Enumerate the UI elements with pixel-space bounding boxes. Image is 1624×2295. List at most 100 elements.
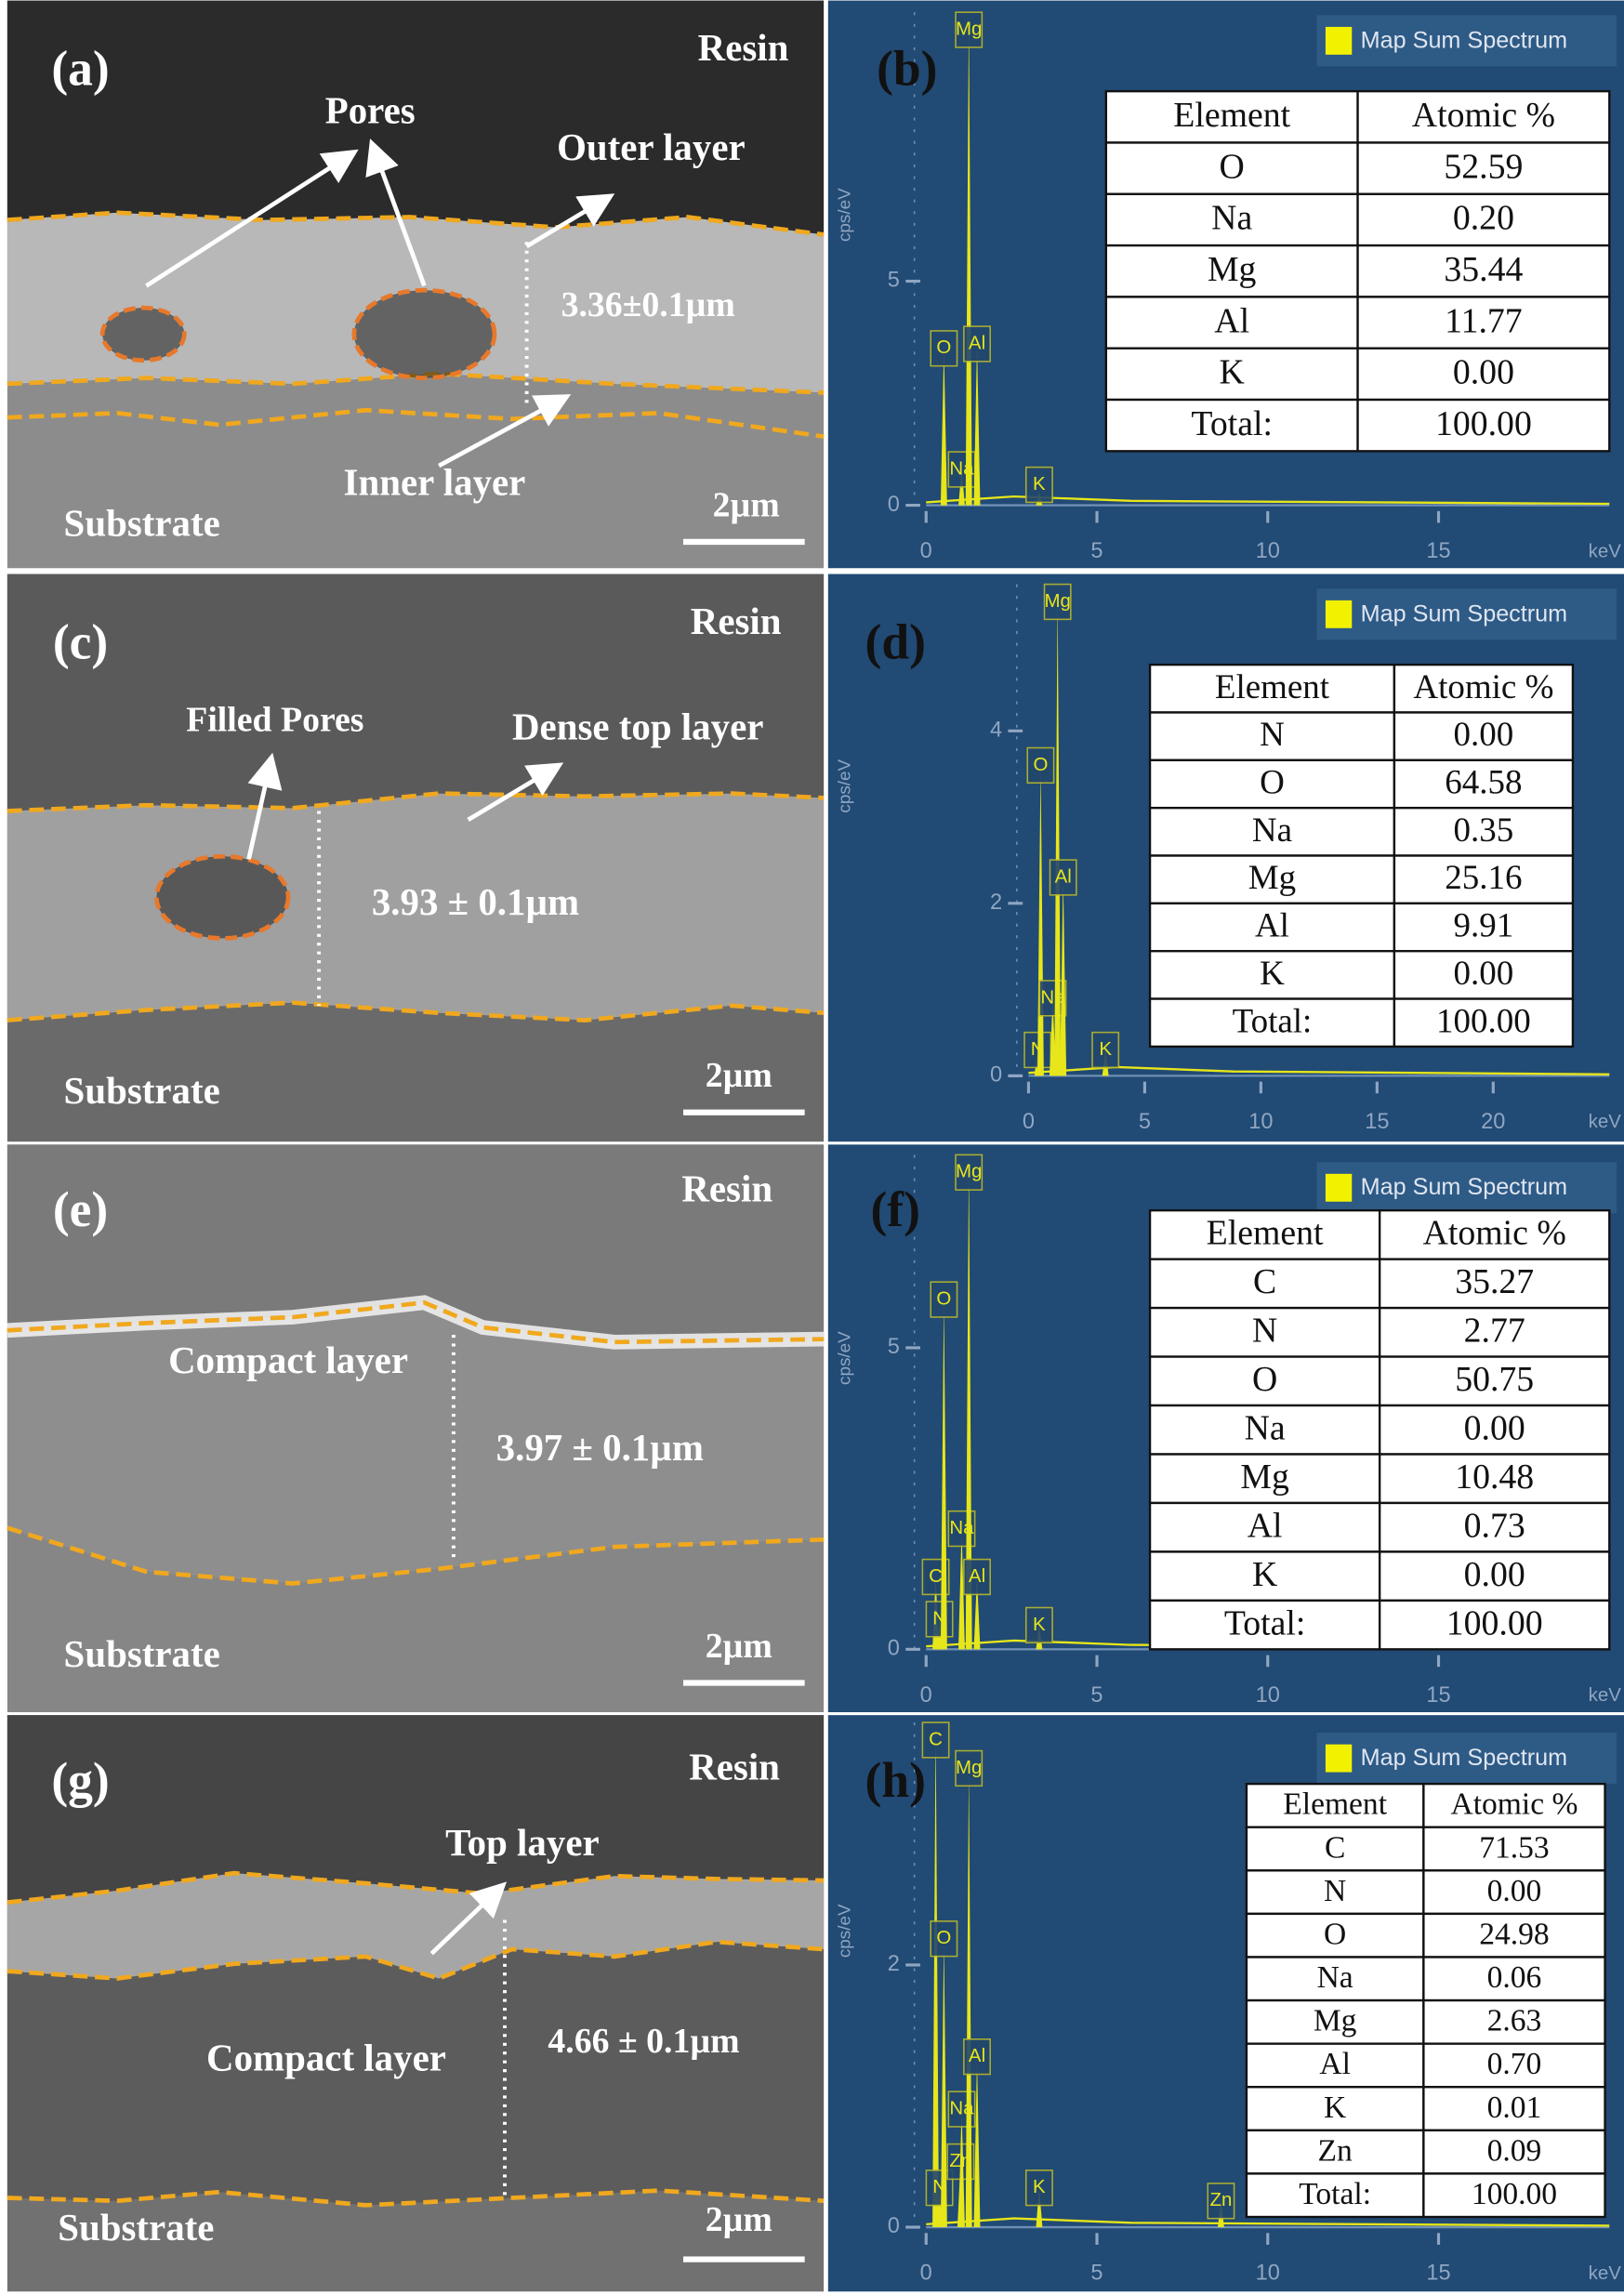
peak-tag [1091, 1031, 1120, 1069]
table-text: 71.53 [1479, 1830, 1549, 1865]
resin-region [7, 574, 825, 811]
panel-label: (b) [877, 41, 937, 97]
boundary-line [7, 371, 825, 395]
table-text: Al [1319, 2047, 1351, 2081]
sem-annotation: Resin [681, 1168, 772, 1210]
x-axis-unit: keV [1589, 2262, 1622, 2284]
arrow [467, 762, 564, 822]
table-text: 52.59 [1444, 147, 1523, 186]
peak [940, 1299, 947, 1650]
x-tick-label: 5 [1090, 1683, 1102, 1708]
table-cell [1378, 1208, 1611, 1260]
sem-image: (c) Resin Filled Pores Dense top layer 3.93 … [7, 574, 825, 1142]
y-tick-label: 4 [990, 719, 1002, 743]
table-text: O [1220, 147, 1245, 186]
table-cell [1393, 997, 1575, 1049]
sem-image: (g) Resin Top layer Compact layer 4.66 ± 0.1… [7, 1715, 825, 2292]
sem-annotation: Resin [698, 27, 789, 69]
resin-region [7, 1144, 825, 1342]
table-cell [1356, 141, 1611, 195]
sem-annotation: 2µm [706, 2200, 772, 2239]
table-text: 0.73 [1464, 1506, 1525, 1545]
coating-region [7, 1302, 825, 1584]
peak-label: Mg [1044, 590, 1070, 612]
sem-annotation: 4.66 ± 0.1µm [548, 2022, 739, 2061]
y-tick-label: 0 [888, 1637, 900, 1661]
table-cell [1356, 398, 1611, 453]
coating-region [7, 793, 825, 1021]
peak-tag [1043, 583, 1072, 621]
sem-annotation: Pores [325, 90, 416, 132]
sem-annotation: Substrate [58, 2207, 214, 2249]
table-text: 25.16 [1445, 858, 1522, 896]
sem-annotation: Inner layer [344, 461, 526, 503]
table-text: 100.00 [1446, 1603, 1543, 1642]
table-text: Al [1214, 301, 1249, 340]
table-text: Element [1283, 1787, 1387, 1822]
panel-row: (a) Resin Pores Outer layer 3.36±0.1µm Inner … [7, 0, 1624, 569]
sem-annotation: Resin [689, 1746, 780, 1787]
peak-tag [1024, 2170, 1053, 2207]
sem-annotation: 2µm [713, 485, 780, 524]
table-text: 0.35 [1454, 811, 1514, 849]
peak [1054, 592, 1062, 1076]
table-text: 0.00 [1464, 1409, 1525, 1448]
peak [1049, 997, 1056, 1076]
peak-label: Mg [956, 18, 982, 39]
peak [1036, 2187, 1043, 2228]
table-text: Mg [1248, 858, 1296, 896]
table-cell [1148, 1453, 1381, 1505]
x-tick-label: 0 [920, 539, 932, 563]
table-cell [1245, 1912, 1425, 1959]
peak [932, 1722, 940, 2228]
table-text: Atomic % [1451, 1787, 1578, 1822]
x-tick-label: 15 [1426, 2262, 1450, 2286]
table-text: N [1260, 715, 1285, 753]
table-cell [1104, 192, 1359, 247]
x-axis-unit: keV [1589, 540, 1622, 561]
peak [965, 12, 972, 506]
panel-label: (f) [870, 1181, 919, 1237]
peak-label: K [1033, 473, 1046, 495]
composition-table: Element Atomic % N 0.00 O 64.58 Na 0.35 Mg 25.16 A… [1148, 663, 1575, 1049]
peak-label: Mg [956, 1757, 982, 1778]
peak-tag [921, 1721, 950, 1759]
table-cell [1245, 1826, 1425, 1872]
table-cell [1422, 1869, 1606, 1916]
table-text: 64.58 [1445, 763, 1522, 801]
peak-label: C [929, 1728, 943, 1749]
y-tick-label: 0 [990, 1063, 1002, 1088]
table-cell [1393, 758, 1575, 810]
table-cell [1148, 758, 1396, 810]
legend-swatch [1325, 600, 1353, 628]
sem-annotation: Outer layer [557, 126, 746, 168]
table-text: K [1252, 1555, 1277, 1594]
table-cell [1104, 244, 1359, 298]
table-text: Atomic % [1413, 667, 1553, 706]
peak-label: Zn [1209, 2189, 1232, 2210]
table-text: 0.00 [1487, 1874, 1542, 1908]
peak-tag [963, 325, 991, 363]
table-cell [1422, 2129, 1606, 2175]
panel-label: (c) [53, 614, 108, 670]
table-cell [1422, 1956, 1606, 2002]
table-text: 0.09 [1487, 2133, 1542, 2168]
legend-swatch [1325, 26, 1353, 55]
table-text: 2.77 [1464, 1312, 1525, 1351]
panel-label: (d) [865, 614, 926, 670]
table-text: Na [1211, 199, 1252, 238]
legend-label: Map Sum Spectrum [1361, 600, 1567, 627]
table-cell [1356, 244, 1611, 298]
table-text: Na [1317, 1960, 1353, 1995]
table-text: K [1260, 954, 1285, 992]
peak-label: C [929, 1565, 943, 1587]
x-tick-label: 10 [1256, 1683, 1280, 1708]
table-text: Na [1252, 811, 1292, 849]
table-text: 10.48 [1455, 1457, 1534, 1497]
table-cell [1378, 1404, 1611, 1456]
table-text: 2.63 [1487, 2004, 1542, 2038]
